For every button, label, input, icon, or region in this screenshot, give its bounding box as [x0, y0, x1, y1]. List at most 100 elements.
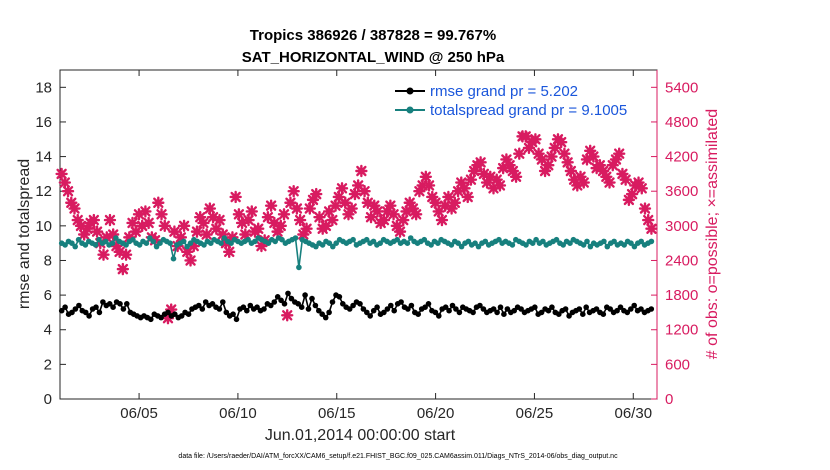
- spread-point: [458, 243, 465, 250]
- obs-marker: [319, 219, 333, 233]
- rmse-point: [278, 297, 284, 304]
- obs-marker: [139, 205, 152, 218]
- rmse-point: [480, 306, 487, 312]
- rmse-point: [545, 307, 552, 314]
- obs-marker: [119, 248, 133, 261]
- obs-marker: [464, 173, 478, 186]
- spread-point: [333, 240, 340, 246]
- data-file-footnote: data file: /Users/raeder/DAI/ATM_forcXX/…: [178, 453, 618, 460]
- obs-marker: [522, 141, 536, 155]
- obs-marker: [619, 173, 632, 186]
- right-y-axis: 0 600 1200 1800 2400 3000 3600 4200 4800 5400: [651, 79, 698, 408]
- rmse-point: [628, 306, 634, 312]
- obs-marker: [135, 219, 149, 233]
- rmse-point: [268, 302, 274, 309]
- left-y-tick-label: 4: [44, 322, 52, 339]
- obs-marker: [583, 144, 597, 158]
- spread-point: [279, 236, 285, 243]
- spread-point: [153, 243, 160, 250]
- obs-marker: [574, 170, 587, 183]
- spread-point: [465, 238, 472, 245]
- x-axis: 06/05 06/10 06/15 06/20 06/25 06/30: [120, 70, 652, 422]
- rmse-point: [185, 311, 192, 318]
- rmse-point: [96, 309, 103, 316]
- spread-point: [143, 240, 150, 246]
- obs-marker: [455, 176, 468, 189]
- spread-point: [529, 240, 536, 246]
- rmse-point: [165, 309, 171, 316]
- rmse-point: [432, 309, 439, 316]
- obs-marker: [496, 161, 510, 175]
- spread-point: [150, 238, 156, 245]
- obs-marker: [177, 219, 191, 233]
- obs-marker: [245, 205, 258, 218]
- rmse-point: [504, 306, 511, 312]
- spread-point: [82, 242, 89, 248]
- obs-marker: [606, 159, 619, 172]
- rmse-point: [566, 313, 572, 319]
- obs-marker: [71, 213, 84, 227]
- obs-marker: [535, 153, 549, 166]
- rmse-point: [631, 302, 637, 309]
- spread-point: [472, 240, 478, 246]
- obs-marker: [129, 225, 142, 238]
- rmse-point: [69, 309, 75, 316]
- obs-marker: [326, 213, 339, 227]
- rmse-point: [309, 295, 315, 302]
- obs-marker: [529, 133, 542, 146]
- obs-marker: [451, 185, 465, 198]
- obs-marker: [103, 213, 117, 227]
- spread-point: [72, 243, 78, 250]
- obs-marker: [445, 202, 458, 215]
- obs-marker: [413, 185, 426, 198]
- rmse-point: [446, 307, 452, 314]
- rmse-point: [285, 290, 291, 297]
- spread-point: [523, 242, 529, 248]
- spread-point: [482, 238, 489, 245]
- obs-marker: [74, 219, 88, 233]
- obs-marker: [403, 196, 416, 209]
- right-y-tick-label: 600: [665, 356, 690, 373]
- right-y-tick-label: 1200: [665, 322, 698, 339]
- spread-point: [123, 242, 129, 248]
- rmse-point: [295, 301, 302, 307]
- rmse-point: [415, 311, 422, 318]
- obs-marker: [422, 179, 436, 192]
- rmse-point: [583, 304, 589, 311]
- obs-marker: [426, 190, 439, 204]
- obs-marker: [181, 245, 194, 259]
- spread-point: [265, 240, 272, 246]
- obs-marker: [313, 210, 326, 224]
- spread-point: [62, 242, 68, 248]
- right-y-tick-label: 1800: [665, 287, 698, 304]
- obs-marker: [113, 245, 126, 259]
- obs-marker: [190, 225, 204, 238]
- obs-marker: [493, 179, 507, 192]
- rmse-point: [302, 292, 308, 298]
- spread-point: [428, 242, 434, 248]
- obs-marker: [322, 205, 336, 218]
- rmse-point: [576, 306, 583, 312]
- obs-marker: [300, 222, 313, 235]
- obs-marker: [558, 147, 571, 160]
- obs-marker: [123, 231, 136, 244]
- rmse-point: [326, 309, 332, 316]
- rmse-point: [322, 314, 329, 321]
- obs-marker: [380, 205, 394, 218]
- rmse-point: [230, 311, 236, 318]
- obs-marker: [632, 176, 645, 189]
- spread-point: [648, 238, 655, 245]
- spread-point: [167, 240, 173, 246]
- left-y-axis: 0 2 4 6 8 10 12 14 16 18: [35, 79, 66, 408]
- rmse-point: [607, 306, 613, 312]
- left-y-tick-label: 10: [35, 218, 52, 235]
- obs-marker: [393, 225, 407, 238]
- obs-marker: [368, 199, 381, 212]
- rmse-point: [364, 309, 370, 316]
- obs-marker: [613, 147, 626, 160]
- obs-marker: [480, 176, 494, 189]
- obs-marker: [168, 225, 181, 238]
- obs-marker: [409, 208, 423, 221]
- rmse-point: [538, 309, 545, 316]
- spread-point: [208, 240, 214, 246]
